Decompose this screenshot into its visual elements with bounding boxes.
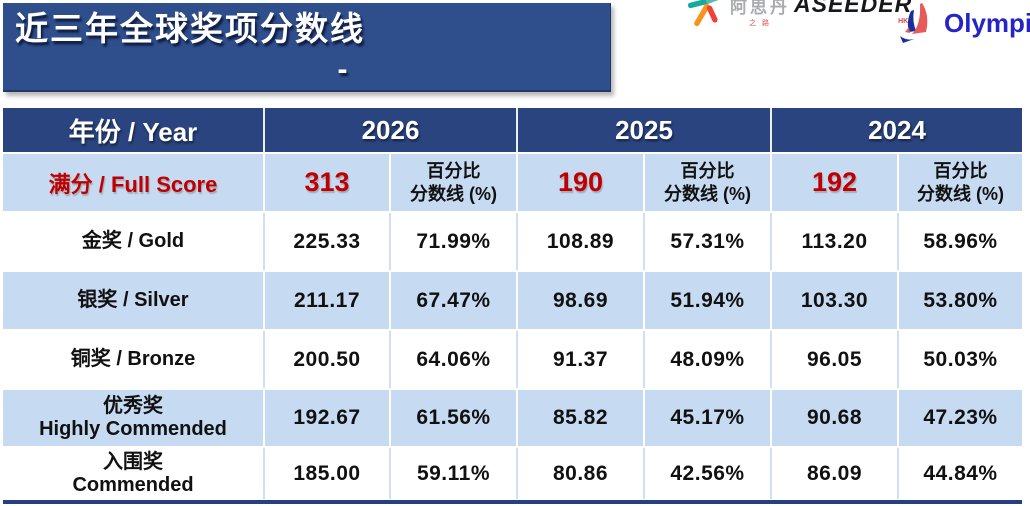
aseeder-subtext: HK [898,18,909,25]
percent-header-line2: 分数线 (%) [664,183,751,204]
table-row-bronze: 铜奖 / Bronze 200.50 64.06% 91.37 48.09% 9… [3,330,1022,390]
percent-cell: 47.23% [898,389,1022,448]
score-cell: 98.69 [517,271,645,331]
score-cell: 192.67 [264,389,391,448]
percent-header-line2: 分数线 (%) [410,183,497,204]
row-label: 银奖 / Silver [3,271,265,331]
percent-cell: 50.03% [898,330,1022,390]
percent-cell: 45.17% [644,389,772,448]
row-label: 金奖 / Gold [3,212,265,272]
percent-cell: 59.11% [390,447,518,501]
title-banner: 近三年全球奖项分数线 - [3,3,611,92]
page-title: 近三年全球奖项分数线 [15,10,365,47]
year-corner-header: 年份 / Year [3,108,265,154]
logo-strip: 阿思丹 之 路 ASEEDER HK Olympia [678,0,1030,52]
asdan-logo: 阿思丹 之 路 ASEEDER HK [686,0,912,28]
percent-header-2024: 百分比 分数线 (%) [898,153,1022,213]
olympia-logo: Olympia [896,1,1030,45]
percent-header-2025: 百分比 分数线 (%) [644,153,772,213]
asdan-star-icon [687,0,719,27]
score-cell: 113.20 [771,212,899,272]
aseeder-text: ASEEDER [794,0,913,17]
olympia-text: Olympia [944,7,1030,38]
score-table: 年份 / Year 2026 2025 2024 满分 / Full Score… [3,108,1022,501]
table-bottom-border [3,500,1022,504]
percent-cell: 61.56% [390,389,518,448]
percent-cell: 44.84% [898,447,1022,501]
percent-cell: 48.09% [644,330,772,390]
asdan-cn-subtext: 之 路 [749,20,771,27]
score-cell: 225.33 [264,212,391,272]
row-label: 入围奖 Commended [3,447,265,501]
year-header-2026: 2026 [264,108,518,154]
full-score-2025: 190 [517,153,645,213]
percent-header-line1: 百分比 [680,161,735,181]
score-cell: 103.30 [771,271,899,331]
percent-cell: 67.47% [390,271,518,331]
row-label-line2: Commended [72,473,194,496]
percent-header-line1: 百分比 [933,161,988,181]
full-score-2024: 192 [771,153,899,213]
score-cell: 200.50 [264,330,391,390]
sail-icon [900,3,928,43]
percent-cell: 53.80% [898,271,1022,331]
score-cell: 185.00 [264,447,391,501]
percent-cell: 57.31% [644,212,772,272]
asdan-cn-block: 阿思丹 之 路 [730,0,790,28]
full-score-label: 满分 / Full Score [3,153,265,213]
row-label-line1: 铜奖 / Bronze [70,348,196,370]
row-label-line1: 金奖 / Gold [81,230,185,252]
table-row-gold: 金奖 / Gold 225.33 71.99% 108.89 57.31% 11… [3,212,1022,272]
score-cell: 108.89 [517,212,645,272]
row-label: 铜奖 / Bronze [3,330,265,390]
table-row-highly-commended: 优秀奖 Highly Commended 192.67 61.56% 85.82… [3,389,1022,448]
row-label-line1: 优秀奖 [103,395,163,417]
percent-cell: 71.99% [390,212,518,272]
score-cell: 96.05 [771,330,899,390]
percent-cell: 64.06% [390,330,518,390]
score-cell: 86.09 [771,447,899,501]
year-header-2025: 2025 [517,108,772,154]
asdan-cn-text: 阿思丹 [730,0,790,17]
aseeder-block: ASEEDER HK [794,0,912,25]
table-row-commended: 入围奖 Commended 185.00 59.11% 80.86 42.56%… [3,447,1022,501]
full-score-row: 满分 / Full Score 313 百分比 分数线 (%) 190 百分比 … [3,153,1022,213]
row-label-line2: Highly Commended [39,418,227,440]
score-cell: 91.37 [517,330,645,390]
score-cell: 90.68 [771,389,899,448]
score-cell: 80.86 [517,447,645,501]
table-row-silver: 银奖 / Silver 211.17 67.47% 98.69 51.94% 1… [3,271,1022,331]
row-label-line1: 入围奖 [103,450,163,473]
row-label: 优秀奖 Highly Commended [3,389,265,448]
percent-header-line1: 百分比 [426,161,481,181]
year-header-2024: 2024 [771,108,1022,154]
percent-cell: 58.96% [898,212,1022,272]
full-score-2026: 313 [264,153,391,213]
year-header-row: 年份 / Year 2026 2025 2024 [3,108,1022,154]
percent-cell: 42.56% [644,447,772,501]
row-label-line1: 银奖 / Silver [77,289,189,311]
percent-header-line2: 分数线 (%) [917,183,1004,204]
score-cell: 85.82 [517,389,645,448]
score-cell: 211.17 [264,271,391,331]
percent-cell: 51.94% [644,271,772,331]
title-dash: - [337,53,348,86]
percent-header-2026: 百分比 分数线 (%) [390,153,518,213]
